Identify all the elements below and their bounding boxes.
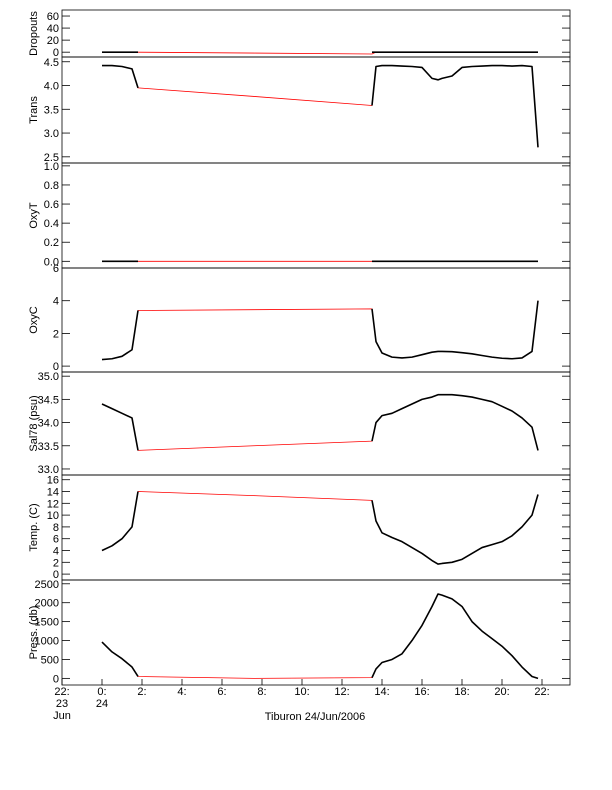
y-axis-label: Temp. (C) — [28, 503, 40, 551]
x-tick-label: 14: — [374, 686, 389, 698]
data-line — [101, 300, 539, 360]
y-tick-label: 0 — [53, 569, 59, 581]
y-axis-label: Dropouts — [28, 11, 40, 56]
x-tick-label: 2: — [137, 686, 146, 698]
y-axis-label: Press. (db) — [28, 606, 40, 660]
data-line — [102, 65, 539, 148]
y-tick-label: 6 — [53, 263, 59, 275]
y-tick-label: 1.0 — [44, 161, 59, 173]
x-tick-label: 0: 24 — [96, 686, 108, 710]
y-axis-label: OxyT — [28, 202, 40, 229]
y-tick-label: 20 — [47, 35, 59, 47]
x-tick-label: 12: — [334, 686, 349, 698]
x-tick-label: 10: — [294, 686, 309, 698]
panel-frame — [61, 56, 571, 164]
y-tick-label: 40 — [47, 23, 59, 35]
data-line — [101, 394, 539, 451]
y-tick-label: 60 — [47, 11, 59, 23]
y-tick-label: 0.0 — [44, 256, 59, 268]
y-tick-label: 33.5 — [38, 441, 59, 453]
x-tick-label: 20: — [494, 686, 509, 698]
y-tick-label: 0 — [53, 47, 59, 59]
x-tick-label: 22: — [534, 686, 549, 698]
data-line — [101, 593, 539, 679]
data-line — [101, 491, 539, 565]
y-tick-label: 3.0 — [44, 128, 59, 140]
y-tick-label: 2.5 — [44, 152, 59, 164]
y-tick-label: 0.8 — [44, 180, 59, 192]
y-tick-label: 500 — [41, 654, 59, 666]
x-tick-label: 22: 23 Jun — [53, 686, 71, 722]
y-tick-label: 4 — [53, 546, 59, 558]
y-tick-label: 35.0 — [38, 371, 59, 383]
x-tick-label: 16: — [414, 686, 429, 698]
y-tick-label: 2 — [53, 328, 59, 340]
y-tick-label: 4.0 — [44, 81, 59, 93]
y-tick-label: 0 — [53, 673, 59, 685]
y-tick-label: 2000 — [35, 598, 59, 610]
y-tick-label: 0.4 — [44, 218, 59, 230]
y-tick-label: 1500 — [35, 617, 59, 629]
y-tick-label: 8 — [53, 522, 59, 534]
x-tick-label: 8: — [257, 686, 266, 698]
y-tick-label: 12 — [47, 498, 59, 510]
x-tick-label: 18: — [454, 686, 469, 698]
y-tick-label: 0 — [53, 361, 59, 373]
x-tick-label: 6: — [217, 686, 226, 698]
data-line — [102, 64, 539, 148]
y-tick-label: 3.5 — [44, 104, 59, 116]
y-tick-label: 34.5 — [38, 394, 59, 406]
y-tick-label: 2500 — [35, 579, 59, 591]
y-axis-label: Sal78 (psu) — [28, 395, 40, 451]
data-line — [101, 593, 539, 680]
y-tick-label: 1000 — [35, 636, 59, 648]
y-tick-label: 4 — [53, 296, 59, 308]
x-axis-label: Tiburon 24/Jun/2006 — [265, 711, 366, 723]
data-line — [101, 393, 539, 451]
y-tick-label: 0.2 — [44, 237, 59, 249]
y-axis-label: Trans — [28, 96, 40, 124]
panel-frame — [61, 267, 571, 373]
y-tick-label: 33.0 — [38, 464, 59, 476]
y-axis-label: OxyC — [28, 306, 40, 334]
panel-frame — [61, 579, 571, 686]
y-tick-label: 0.6 — [44, 199, 59, 211]
y-tick-label: 14 — [47, 487, 59, 499]
panel-frame — [61, 474, 571, 581]
data-line — [101, 300, 539, 361]
panel-frame — [61, 162, 571, 269]
y-tick-label: 2 — [53, 557, 59, 569]
y-tick-label: 16 — [47, 475, 59, 487]
y-tick-label: 10 — [47, 510, 59, 522]
x-tick-label: 4: — [177, 686, 186, 698]
panel-frame — [61, 371, 571, 476]
y-tick-label: 34.0 — [38, 418, 59, 430]
y-tick-label: 6 — [53, 534, 59, 546]
panel-frame — [61, 9, 571, 58]
y-tick-label: 4.5 — [44, 57, 59, 69]
